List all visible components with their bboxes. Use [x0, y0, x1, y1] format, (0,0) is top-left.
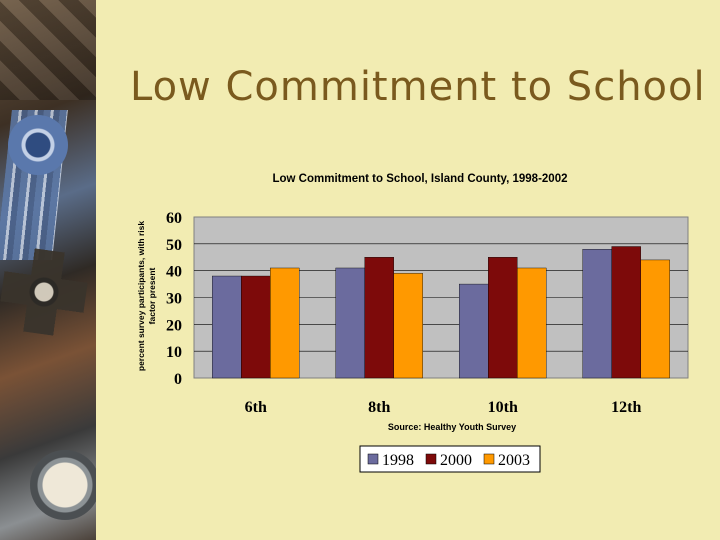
bar-1998-8th	[335, 267, 365, 379]
x-tick-label: 6th	[245, 399, 267, 416]
legend: 1998 2000 2003	[359, 445, 541, 473]
bar-1998-6th	[212, 275, 242, 379]
bar-2003-12th	[640, 259, 670, 379]
y-tick-label: 20	[166, 317, 182, 334]
decorative-medal-image	[0, 0, 96, 540]
compass-graphic	[30, 450, 96, 520]
medal-cross-graphic	[0, 244, 92, 340]
y-tick-label: 50	[166, 237, 182, 254]
chessboard-graphic	[0, 0, 96, 100]
bar-2003-10th	[517, 267, 547, 379]
bar-2000-8th	[364, 257, 394, 379]
y-tick-label: 30	[166, 291, 182, 308]
y-tick-label: 60	[166, 210, 182, 227]
bar-2000-10th	[488, 257, 518, 379]
bar-chart: Low Commitment to School, Island County,…	[136, 173, 689, 473]
bar-2000-6th	[241, 275, 271, 379]
legend-swatch-2000	[425, 453, 437, 465]
legend-label: 2003	[498, 452, 530, 469]
legend-label: 1998	[382, 452, 414, 469]
bar-1998-10th	[459, 283, 489, 379]
y-tick-label: 10	[166, 344, 182, 361]
x-tick-label: 8th	[368, 399, 390, 416]
bar-2003-8th	[393, 273, 423, 379]
y-tick-label: 0	[174, 371, 182, 388]
bar-2003-6th	[270, 267, 300, 379]
page-title: Low Commitment to School	[130, 64, 706, 110]
x-tick-label: 10th	[488, 399, 518, 416]
chart-title: Low Commitment to School, Island County,…	[272, 173, 567, 185]
x-tick-label: 12th	[611, 399, 641, 416]
bar-2000-12th	[611, 246, 641, 379]
legend-swatch-1998	[367, 453, 379, 465]
y-axis-label-line1: percent survey participants, with risk	[136, 221, 146, 371]
y-axis-label-line2: factor present	[147, 267, 157, 324]
rosette-graphic	[8, 115, 68, 175]
legend-label: 2000	[440, 452, 472, 469]
legend-swatch-2003	[483, 453, 495, 465]
y-tick-label: 40	[166, 264, 182, 281]
bar-1998-12th	[582, 248, 612, 379]
source-note: Source: Healthy Youth Survey	[388, 422, 516, 432]
